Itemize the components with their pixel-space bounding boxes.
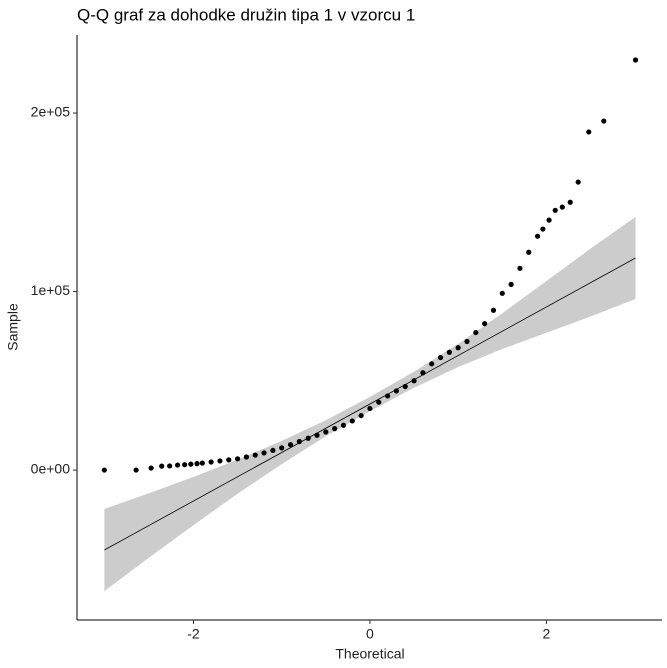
point (367, 405, 373, 412)
point (101, 467, 107, 473)
point (314, 432, 320, 438)
point (243, 454, 250, 460)
point (517, 265, 523, 271)
point (296, 438, 302, 445)
point (490, 307, 497, 313)
point (217, 458, 223, 464)
point (601, 118, 607, 124)
point (393, 388, 400, 394)
point (420, 370, 426, 376)
x-axis-label: Theoretical (335, 646, 404, 662)
point (575, 179, 581, 185)
point (226, 457, 232, 463)
point (455, 345, 461, 351)
point (437, 354, 444, 361)
point (411, 378, 417, 384)
point (340, 422, 347, 428)
point (464, 338, 470, 345)
point (194, 461, 200, 467)
point (332, 426, 338, 432)
point (473, 329, 479, 336)
point (429, 361, 435, 367)
y-tick-label: 1e+05 (31, 282, 71, 298)
y-axis-label: Sample (5, 303, 21, 351)
point (234, 456, 241, 462)
point (188, 461, 194, 467)
point (323, 429, 329, 435)
point (305, 435, 311, 441)
point (349, 418, 355, 424)
point (270, 447, 276, 454)
point (526, 249, 532, 255)
point (546, 217, 552, 223)
point (559, 204, 565, 210)
point (133, 467, 139, 473)
x-tick-label: 0 (366, 626, 374, 642)
chart-title: Q-Q graf za dohodke družin tipa 1 v vzor… (77, 5, 415, 24)
point (384, 393, 391, 399)
point (482, 321, 488, 327)
point (552, 207, 558, 213)
point (358, 412, 364, 419)
point (174, 462, 181, 468)
point (208, 459, 214, 465)
point (182, 462, 188, 468)
point (167, 463, 173, 469)
point (508, 281, 514, 287)
point (199, 460, 205, 466)
point (261, 450, 267, 456)
x-tick-label: 2 (543, 626, 551, 642)
point (402, 383, 408, 390)
point (252, 452, 258, 458)
y-tick-label: 0e+00 (31, 461, 71, 477)
point (148, 465, 154, 471)
point (446, 349, 452, 355)
point (499, 290, 505, 296)
point (567, 199, 573, 205)
point (534, 233, 541, 239)
reference-line (104, 257, 636, 551)
point (586, 129, 592, 135)
point (540, 226, 546, 232)
point (376, 399, 382, 405)
x-tick-label: -2 (187, 626, 200, 642)
point (279, 445, 285, 451)
point (287, 442, 294, 448)
point (632, 57, 639, 63)
point (159, 463, 165, 469)
y-tick-label: 2e+05 (31, 104, 71, 120)
